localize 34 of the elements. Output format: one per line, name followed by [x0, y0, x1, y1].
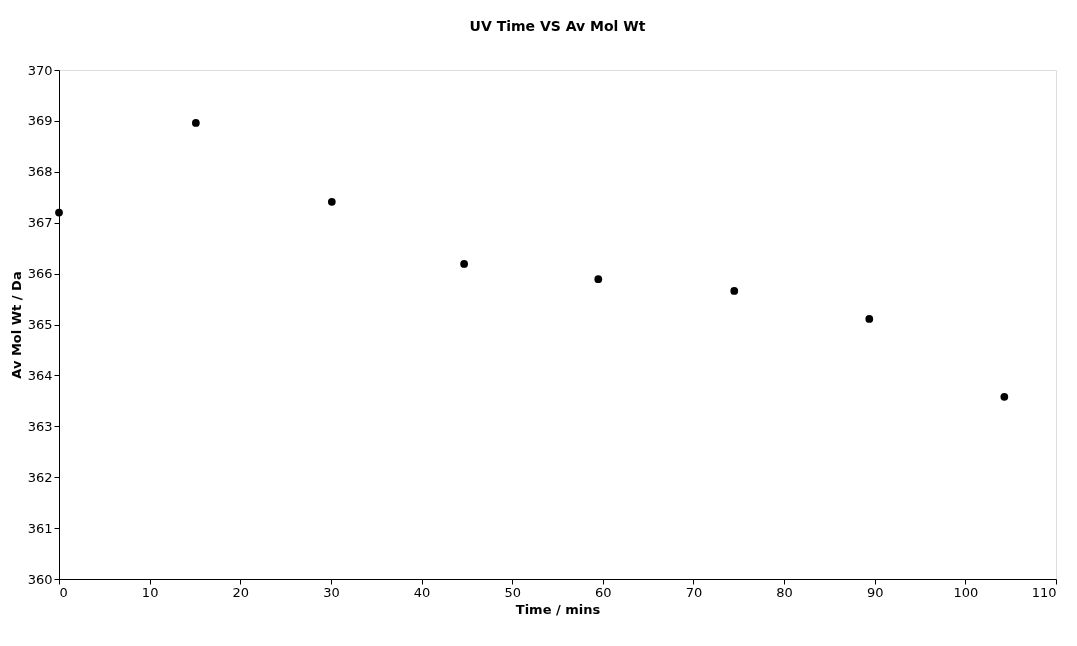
x-tick-label: 0 [59, 584, 68, 600]
y-tick-label: 360 [27, 571, 53, 587]
x-tick-label: 50 [504, 584, 521, 600]
y-tick-label: 364 [27, 367, 53, 383]
point [327, 197, 336, 206]
y-tick-label: 366 [27, 266, 53, 282]
x-tick-label: 110 [1031, 584, 1057, 600]
x-tick-label: 20 [232, 584, 250, 600]
point [191, 119, 200, 127]
y-tick-label: 365 [27, 317, 53, 332]
x-tick-label: 80 [776, 584, 793, 600]
x-axis-title: Time / mins [515, 601, 601, 617]
x-tick-label: 40 [413, 584, 431, 600]
x-tick-label: 70 [685, 584, 703, 600]
point [865, 315, 874, 323]
x-tick-label: 10 [141, 584, 159, 600]
chart-title: UV Time VS Av Mol Wt [469, 18, 646, 34]
point [55, 208, 63, 217]
y-tick-label: 361 [27, 520, 53, 536]
x-tick-label: 90 [866, 584, 884, 600]
x-tick-label: 60 [595, 584, 612, 600]
x-tick-label: 100 [953, 584, 979, 600]
y-axis-title: Av Mol Wt / Da [8, 271, 24, 379]
y-tick-label: 368 [27, 164, 53, 180]
y-tick-label: 367 [27, 215, 53, 231]
y-tick-label: 362 [27, 469, 53, 485]
x-tick-label: 30 [323, 584, 340, 600]
y-tick-label: 369 [27, 113, 53, 129]
point [594, 275, 603, 284]
y-tick-label: 370 [27, 62, 53, 78]
point [1000, 392, 1009, 401]
point [730, 287, 739, 295]
y-tick-label: 363 [27, 418, 53, 434]
point [460, 260, 469, 268]
